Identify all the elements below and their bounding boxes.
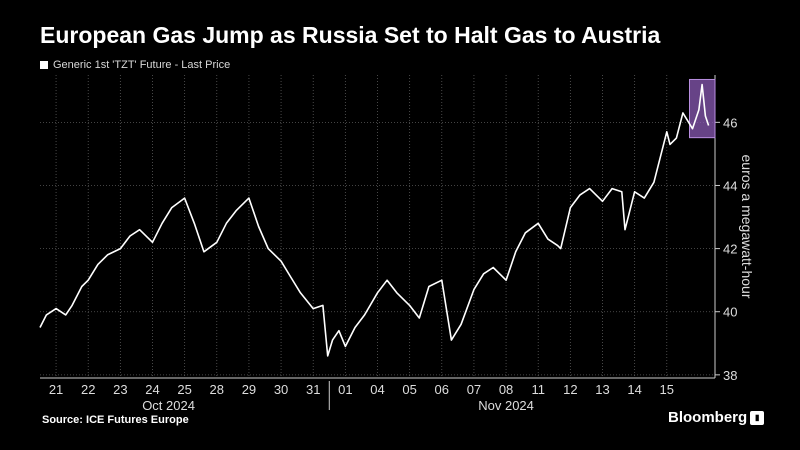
y-axis-title: euros a megawatt-hour	[739, 155, 755, 299]
chart-title: European Gas Jump as Russia Set to Halt …	[40, 22, 661, 48]
x-tick-label: 15	[660, 382, 674, 397]
x-tick-label: 29	[242, 382, 256, 397]
x-tick-label: 25	[177, 382, 191, 397]
x-tick-label: 31	[306, 382, 320, 397]
x-tick-label: 23	[113, 382, 127, 397]
x-tick-label: 08	[499, 382, 513, 397]
month-label: Nov 2024	[478, 398, 534, 413]
x-tick-label: 01	[338, 382, 352, 397]
y-tick-label: 38	[723, 368, 737, 383]
y-tick-label: 46	[723, 115, 737, 130]
legend-label: Generic 1st 'TZT' Future - Last Price	[53, 59, 231, 71]
chart-legend: Generic 1st 'TZT' Future - Last Price	[40, 59, 230, 71]
x-tick-label: 30	[274, 382, 288, 397]
legend-swatch	[40, 61, 48, 69]
y-tick-label: 44	[723, 178, 737, 193]
x-tick-label: 04	[370, 382, 384, 397]
chart-badge-icon: ▮	[750, 410, 765, 425]
x-tick-label: 14	[627, 382, 641, 397]
y-tick-label: 40	[723, 305, 737, 320]
month-label: Oct 2024	[142, 398, 195, 413]
x-tick-label: 11	[531, 382, 545, 397]
x-tick-label: 12	[563, 382, 577, 397]
bloomberg-logo: Bloomberg ▮	[668, 409, 765, 426]
x-tick-label: 22	[81, 382, 95, 397]
price-series-line	[39, 83, 710, 357]
x-tick-label: 07	[467, 382, 481, 397]
x-tick-label: 06	[435, 382, 449, 397]
x-tick-label: 24	[145, 382, 159, 397]
x-tick-label: 13	[595, 382, 609, 397]
x-tick-label: 21	[49, 382, 63, 397]
source-note: Source: ICE Futures Europe	[42, 414, 189, 426]
y-tick-label: 42	[723, 242, 737, 257]
x-tick-label: 05	[402, 382, 416, 397]
brand-name: Bloomberg	[668, 409, 748, 426]
x-tick-label: 28	[210, 382, 224, 397]
